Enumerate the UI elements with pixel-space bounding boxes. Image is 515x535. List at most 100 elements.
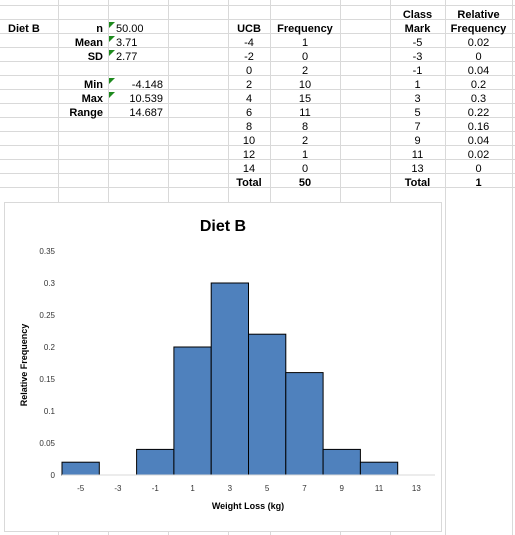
class-mark-cell[interactable]: -3 bbox=[412, 51, 423, 63]
bar--5[interactable] bbox=[61, 461, 100, 476]
stat-label[interactable]: Max bbox=[81, 93, 103, 105]
y-tick-label: 0.3 bbox=[44, 279, 56, 288]
x-tick-label: 11 bbox=[375, 484, 384, 493]
class-mark-cell[interactable]: 7 bbox=[414, 121, 421, 133]
bar--1[interactable] bbox=[136, 448, 175, 476]
class-mark-cell[interactable]: 5 bbox=[414, 107, 421, 119]
y-tick-label: 0 bbox=[51, 471, 56, 480]
x-tick-label: -3 bbox=[114, 484, 122, 493]
y-tick-label: 0.05 bbox=[39, 439, 55, 448]
stat-value[interactable]: 10.539 bbox=[129, 93, 163, 105]
bar-3[interactable] bbox=[210, 282, 249, 476]
relative-frequency-cell[interactable]: 0.16 bbox=[467, 121, 490, 133]
frequency-cell[interactable]: 11 bbox=[299, 107, 311, 119]
bar-1[interactable] bbox=[173, 346, 212, 476]
y-tick-label: 0.1 bbox=[44, 407, 56, 416]
relative-frequency-cell[interactable]: 0.04 bbox=[467, 135, 490, 147]
y-tick-label: 0.35 bbox=[39, 247, 55, 256]
frequency-cell[interactable]: 0 bbox=[301, 163, 309, 175]
class-mark-header-bottom[interactable]: Mark bbox=[404, 23, 431, 35]
ucb-cell[interactable]: 4 bbox=[245, 93, 253, 105]
relative-frequency-cell[interactable]: 0.04 bbox=[467, 65, 490, 77]
total-relative-frequency[interactable]: 1 bbox=[475, 177, 482, 189]
bar-7[interactable] bbox=[285, 372, 324, 476]
y-axis-label: Relative Frequency bbox=[19, 324, 29, 407]
stat-label[interactable] bbox=[58, 64, 103, 78]
relative-frequency-cell[interactable]: 0.02 bbox=[467, 37, 490, 49]
stat-value[interactable] bbox=[116, 64, 166, 78]
ucb-cell[interactable]: 8 bbox=[245, 121, 253, 133]
y-ticks-group: 0 0.05 0.1 0.15 0.2 0.25 0.3 0.35 bbox=[39, 247, 55, 480]
relative-frequency-cell[interactable]: 0.2 bbox=[470, 79, 487, 91]
error-indicator-icon[interactable] bbox=[109, 36, 115, 42]
x-ticks-group: -5 -3 -1 1 3 5 7 9 11 13 bbox=[77, 484, 421, 493]
ucb-cell[interactable]: 0 bbox=[245, 65, 253, 77]
ucb-header[interactable]: UCB bbox=[237, 23, 261, 35]
bar-5[interactable] bbox=[248, 333, 287, 476]
frequency-cell[interactable]: 0 bbox=[301, 51, 309, 63]
ucb-cell[interactable]: 12 bbox=[242, 149, 256, 161]
y-tick-label: 0.25 bbox=[39, 311, 55, 320]
stat-label[interactable]: n bbox=[96, 23, 103, 35]
ucb-cell[interactable]: 10 bbox=[242, 135, 256, 147]
ucb-cell[interactable]: 6 bbox=[245, 107, 253, 119]
class-mark-cell[interactable]: 1 bbox=[414, 79, 421, 91]
histogram-chart[interactable]: Diet B Relative Frequency Weight Loss (k… bbox=[4, 202, 442, 532]
stat-value[interactable]: 2.77 bbox=[116, 51, 138, 63]
stats-label[interactable]: Diet B bbox=[8, 23, 40, 35]
relative-frequency-cell[interactable]: 0 bbox=[475, 163, 482, 175]
stat-label[interactable]: Range bbox=[69, 107, 103, 119]
x-tick-label: 13 bbox=[412, 484, 421, 493]
error-indicator-icon[interactable] bbox=[109, 78, 115, 84]
total-frequency[interactable]: 50 bbox=[298, 177, 312, 189]
error-indicator-icon[interactable] bbox=[109, 22, 115, 28]
class-mark-cell[interactable]: -5 bbox=[412, 37, 423, 49]
frequency-cell[interactable]: 15 bbox=[298, 93, 312, 105]
error-indicator-icon[interactable] bbox=[109, 50, 115, 56]
x-tick-label: 3 bbox=[228, 484, 233, 493]
class-mark-cell[interactable]: 9 bbox=[414, 135, 421, 147]
relative-frequency-header-bottom[interactable]: Frequency bbox=[450, 23, 507, 35]
stat-label[interactable]: SD bbox=[87, 51, 103, 63]
frequency-cell[interactable]: 10 bbox=[298, 79, 312, 91]
frequency-header[interactable]: Frequency bbox=[277, 23, 333, 35]
relative-frequency-cell[interactable]: 0 bbox=[475, 51, 482, 63]
frequency-cell[interactable]: 2 bbox=[301, 135, 309, 147]
ucb-cell[interactable]: 14 bbox=[242, 163, 256, 175]
relative-frequency-cell[interactable]: 0.02 bbox=[467, 149, 490, 161]
relative-frequency-cell[interactable]: 0.22 bbox=[467, 107, 490, 119]
class-mark-cell[interactable]: 13 bbox=[411, 163, 424, 175]
chart-title: Diet B bbox=[200, 218, 246, 235]
frequency-cell[interactable]: 1 bbox=[301, 37, 309, 49]
class-mark-cell[interactable]: 11 bbox=[411, 149, 424, 161]
stat-label[interactable]: Min bbox=[84, 79, 103, 91]
x-tick-label: 9 bbox=[340, 484, 345, 493]
class-mark-header-top[interactable]: Class bbox=[402, 9, 433, 21]
bar-9[interactable] bbox=[322, 448, 361, 476]
x-tick-label: 1 bbox=[190, 484, 195, 493]
chart-svg: Diet B Relative Frequency Weight Loss (k… bbox=[19, 218, 435, 511]
total-label-2[interactable]: Total bbox=[404, 177, 431, 189]
x-tick-label: 7 bbox=[302, 484, 307, 493]
stat-value[interactable]: 50.00 bbox=[116, 23, 144, 35]
bar-11[interactable] bbox=[359, 461, 399, 476]
stat-label[interactable]: Mean bbox=[74, 37, 103, 49]
ucb-cell[interactable]: -2 bbox=[244, 51, 254, 63]
stat-value[interactable]: 3.71 bbox=[116, 37, 138, 49]
y-tick-label: 0.15 bbox=[39, 375, 55, 384]
relative-frequency-header-top[interactable]: Relative bbox=[457, 9, 500, 21]
total-label[interactable]: Total bbox=[236, 177, 262, 189]
class-mark-cell[interactable]: 3 bbox=[414, 93, 421, 105]
relative-frequency-cell[interactable]: 0.3 bbox=[470, 93, 487, 105]
class-mark-cell[interactable]: -1 bbox=[412, 65, 423, 77]
frequency-cell[interactable]: 1 bbox=[301, 149, 309, 161]
frequency-cell[interactable]: 8 bbox=[301, 121, 309, 133]
x-tick-label: -1 bbox=[152, 484, 160, 493]
stat-value[interactable]: 14.687 bbox=[129, 107, 163, 119]
bars-group bbox=[61, 282, 435, 476]
frequency-cell[interactable]: 2 bbox=[301, 65, 309, 77]
ucb-cell[interactable]: 2 bbox=[245, 79, 253, 91]
stat-value[interactable]: -4.148 bbox=[131, 79, 163, 91]
error-indicator-icon[interactable] bbox=[109, 92, 115, 98]
ucb-cell[interactable]: -4 bbox=[244, 37, 254, 49]
